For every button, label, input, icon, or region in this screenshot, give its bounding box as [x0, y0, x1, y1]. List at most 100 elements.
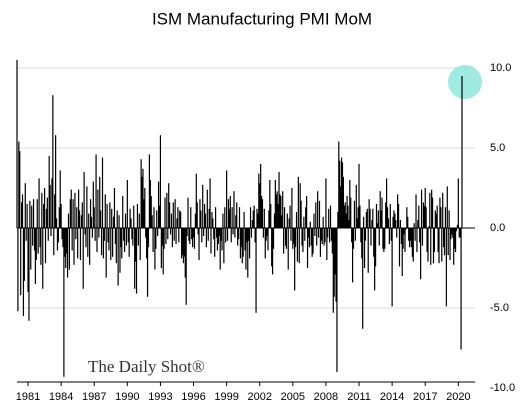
bar — [429, 192, 431, 228]
bar — [106, 204, 108, 228]
bar — [97, 189, 99, 228]
bar — [132, 228, 134, 246]
bar — [415, 194, 417, 228]
bar — [188, 228, 190, 241]
bar — [337, 212, 339, 228]
bar — [423, 205, 425, 228]
bar — [368, 199, 370, 228]
bar — [199, 199, 201, 228]
bar — [278, 172, 280, 228]
bar — [238, 207, 241, 228]
bar — [353, 200, 356, 228]
bar — [359, 205, 361, 228]
bar — [89, 228, 91, 265]
bar — [376, 223, 379, 228]
bar — [185, 228, 187, 305]
bar — [370, 228, 372, 246]
bar — [257, 213, 259, 228]
bar — [432, 228, 435, 264]
bar — [205, 228, 208, 248]
bar — [38, 178, 40, 228]
bar — [135, 228, 138, 294]
x-tick-label: 2014 — [380, 391, 404, 403]
bar — [412, 228, 414, 262]
bar — [179, 210, 181, 228]
bar — [411, 228, 413, 257]
bar — [245, 228, 247, 270]
bar — [327, 228, 329, 238]
bar — [310, 228, 312, 246]
bar — [62, 228, 64, 248]
bar — [112, 228, 114, 257]
bar — [265, 228, 267, 241]
bar — [175, 228, 177, 244]
bar — [55, 218, 58, 228]
bar — [165, 228, 167, 244]
bar — [272, 228, 275, 249]
bar — [283, 207, 286, 228]
bar — [399, 220, 401, 228]
bar — [286, 213, 288, 228]
bar — [379, 191, 381, 228]
bar — [406, 207, 408, 228]
bar — [443, 228, 445, 248]
bar — [19, 151, 21, 228]
bar — [304, 228, 306, 241]
bar — [118, 215, 120, 228]
bar — [197, 228, 199, 235]
bar — [363, 228, 366, 268]
bar — [26, 204, 28, 228]
bar — [430, 228, 432, 265]
bar — [99, 176, 101, 228]
bar — [248, 228, 250, 241]
bar — [281, 215, 283, 228]
bar — [302, 228, 304, 252]
x-tick-label: 2011 — [347, 391, 371, 403]
bar — [454, 228, 457, 252]
bar — [227, 199, 230, 228]
bar — [258, 173, 260, 228]
bar — [32, 228, 34, 246]
bar — [203, 204, 206, 228]
bar — [386, 178, 388, 228]
bar — [46, 197, 48, 228]
bar — [128, 228, 130, 257]
bar — [267, 228, 269, 251]
bar — [319, 228, 322, 257]
bar — [453, 228, 455, 265]
bar — [320, 228, 322, 241]
bar — [291, 188, 293, 228]
bar — [35, 228, 37, 260]
bar — [148, 154, 150, 228]
bar — [438, 228, 440, 264]
bar — [419, 228, 421, 243]
bar — [249, 228, 251, 259]
bar — [421, 228, 424, 246]
x-tick-label: 1999 — [214, 391, 238, 403]
bar — [95, 154, 97, 228]
bar — [141, 176, 143, 228]
bar — [57, 228, 59, 243]
bar — [151, 215, 153, 228]
bar — [86, 186, 88, 228]
y-tick-label: 0.0 — [490, 222, 505, 234]
bar — [308, 228, 310, 248]
bar — [67, 213, 70, 228]
bar — [264, 228, 266, 259]
bar — [18, 141, 20, 228]
bar — [256, 208, 258, 228]
bar — [171, 228, 173, 248]
bar — [178, 228, 180, 243]
bar — [334, 228, 336, 275]
bar — [213, 228, 215, 240]
bar — [389, 204, 391, 228]
bar — [90, 216, 93, 228]
bar — [146, 228, 149, 297]
bar — [207, 228, 209, 241]
bar — [211, 212, 213, 228]
bar — [68, 228, 71, 270]
bar — [408, 228, 410, 241]
bar — [153, 207, 155, 228]
bar — [221, 228, 223, 251]
x-tick-label: 1981 — [16, 391, 40, 403]
